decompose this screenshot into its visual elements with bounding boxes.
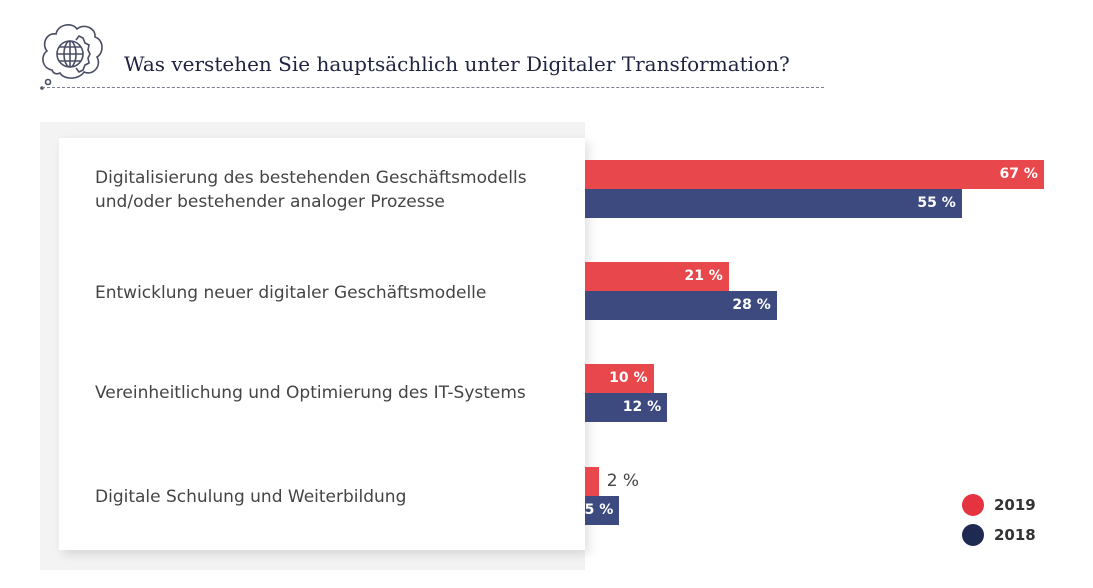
legend-dot (962, 494, 984, 516)
data-label: 21 % (684, 268, 723, 284)
bar-2018 (585, 291, 777, 320)
legend-label: 2018 (994, 526, 1036, 544)
bar-2019 (585, 160, 1044, 189)
globe-gear-icon (38, 20, 110, 96)
title-divider (42, 87, 824, 88)
bar-2019 (585, 364, 654, 393)
bar-2018 (585, 496, 620, 525)
legend-item-2018: 2018 (962, 524, 1036, 546)
data-label: 12 % (622, 399, 662, 415)
legend-label: 2019 (994, 496, 1036, 514)
bar-2018 (585, 189, 962, 218)
legend-item-2019: 2019 (962, 494, 1036, 516)
data-label: 10 % (609, 370, 648, 386)
chart-title: Was verstehen Sie hauptsächlich unter Di… (124, 52, 790, 76)
bar-2018 (585, 393, 668, 422)
legend-dot (962, 524, 984, 546)
data-label: 55 % (917, 195, 956, 211)
category-label: Vereinheitlichung und Optimierung des IT… (95, 383, 526, 403)
data-label: 67 % (999, 166, 1038, 182)
label-card (59, 138, 585, 550)
bar-2019 (585, 467, 599, 496)
category-label: Digitale Schulung und Weiterbildung (95, 487, 407, 507)
data-label: 2 % (606, 471, 640, 491)
bar-2019 (585, 262, 729, 291)
category-label: Entwicklung neuer digitaler Geschäftsmod… (95, 283, 487, 303)
data-label: 28 % (732, 297, 771, 313)
category-label: Digitalisierung des bestehenden Geschäft… (95, 168, 527, 212)
data-label: 5 % (584, 502, 614, 518)
